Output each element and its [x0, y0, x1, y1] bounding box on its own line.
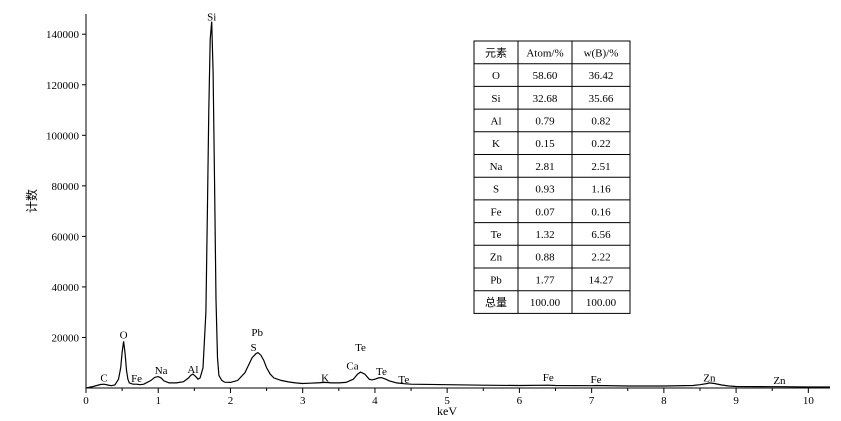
table-cell: 总量 — [485, 295, 507, 309]
table-cell: 100.00 — [530, 297, 561, 309]
table-cell: Si — [491, 93, 500, 105]
peak-label: Ca — [346, 361, 358, 373]
y-tick-label: 100000 — [46, 130, 80, 142]
table-cell: 1.16 — [591, 184, 611, 196]
x-tick-label: 2 — [228, 395, 234, 407]
table-cell: Fe — [491, 206, 502, 218]
table-cell: K — [492, 138, 500, 150]
peak-label: Al — [187, 364, 198, 376]
table-cell: 0.22 — [591, 138, 610, 150]
table-cell: 1.32 — [535, 229, 554, 241]
table-cell: 0.82 — [591, 115, 610, 127]
x-tick-label: 5 — [444, 395, 450, 407]
x-tick-label: 0 — [83, 395, 89, 407]
composition-table: 元素 Atom/% w(B)/% O 58.60 36.42 Si 32.68 35.66 Al 0… — [473, 40, 631, 314]
y-tick-label: 140000 — [46, 29, 80, 41]
table-cell: 2.51 — [591, 161, 610, 173]
table-cell: 2.81 — [535, 161, 554, 173]
table-cell: 58.60 — [533, 70, 558, 82]
peak-label: C — [100, 373, 107, 385]
table-cell: Zn — [490, 252, 503, 264]
y-tick-label: 40000 — [52, 282, 80, 294]
table-cell: Al — [491, 115, 502, 127]
table-cell: 0.16 — [591, 206, 611, 218]
peak-label: Fe — [590, 374, 601, 386]
peak-label: S — [251, 342, 257, 354]
y-tick-label: 120000 — [46, 80, 80, 92]
table-cell: 32.68 — [533, 93, 558, 105]
table-cell: S — [493, 184, 499, 196]
x-tick-label: 1 — [155, 395, 161, 407]
table-cell: 0.79 — [535, 115, 555, 127]
table-cell: O — [492, 70, 500, 82]
table-header-cell: Atom/% — [526, 47, 563, 59]
y-tick-label: 60000 — [52, 231, 80, 243]
peak-label: Si — [207, 11, 216, 23]
peak-label: Te — [398, 374, 409, 386]
x-tick-label: 4 — [372, 395, 378, 407]
table-cell: 0.15 — [535, 138, 555, 150]
table-cell: Te — [491, 229, 502, 241]
table-cell: 0.93 — [535, 184, 555, 196]
peak-label: O — [120, 330, 128, 342]
table-cell: 2.22 — [591, 252, 610, 264]
x-tick-label: 6 — [517, 395, 523, 407]
x-tick-label: 10 — [803, 395, 815, 407]
table-cell: 0.88 — [535, 252, 555, 264]
x-tick-label: 9 — [733, 395, 739, 407]
x-tick-label: 8 — [661, 395, 667, 407]
y-axis-title: 计数 — [24, 189, 39, 213]
table-cell: 35.66 — [589, 93, 614, 105]
peak-label: Te — [355, 342, 366, 354]
peak-label: K — [321, 372, 329, 384]
table-cell: 1.77 — [535, 274, 555, 286]
y-tick-label: 80000 — [52, 181, 80, 193]
table-cell: Pb — [490, 274, 502, 286]
peak-label: Zn — [703, 372, 716, 384]
x-tick-label: 7 — [589, 395, 595, 407]
table-cell: Na — [490, 161, 503, 173]
table-header-cell: 元素 — [485, 46, 507, 59]
peak-label: Zn — [773, 375, 786, 387]
table-cell: 100.00 — [586, 297, 617, 309]
table-cell: 0.07 — [535, 206, 555, 218]
peak-label: Pb — [251, 327, 263, 339]
x-axis-title: keV — [437, 404, 457, 418]
y-ticks: 20000 40000 60000 80000 100000 120000 140000 — [46, 29, 86, 344]
table-cell: 14.27 — [589, 274, 614, 286]
table-header-cell: w(B)/% — [584, 47, 619, 59]
peak-label: Fe — [131, 373, 142, 385]
table-cell: 6.56 — [591, 229, 611, 241]
y-tick-label: 20000 — [52, 332, 80, 344]
x-tick-label: 3 — [300, 395, 306, 407]
table-cell: 36.42 — [589, 70, 614, 82]
spectrum-line — [85, 21, 830, 389]
peak-label: Te — [376, 366, 387, 378]
peak-label: Na — [155, 365, 168, 377]
peak-labels: C O Fe Na Al Si Pb S K Te Ca Te Te Fe Fe Zn Zn — [100, 11, 786, 387]
peak-label: Fe — [543, 372, 554, 384]
x-ticks: 0 1 2 3 4 5 6 7 8 9 10 — [83, 388, 814, 407]
axes — [85, 14, 830, 389]
